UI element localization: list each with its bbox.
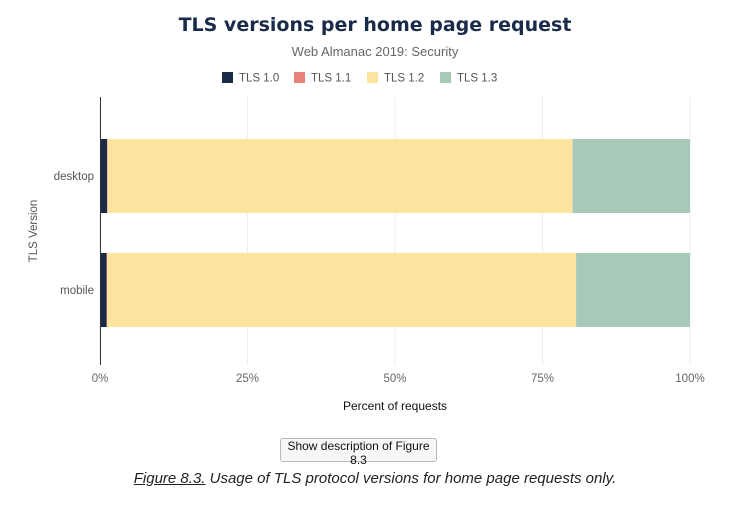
bar-desktop-tls11 <box>107 139 108 213</box>
bar-mobile-tls11 <box>106 253 108 327</box>
bar-mobile-tls12 <box>107 253 577 327</box>
x-tick-label: 25% <box>236 373 259 385</box>
legend-swatch-3 <box>367 72 378 83</box>
figure-link[interactable]: Figure 8.3. <box>133 470 206 487</box>
bar-desktop-tls13 <box>572 139 690 213</box>
legend-swatch-4 <box>440 72 451 83</box>
x-tick-label: 75% <box>531 373 554 385</box>
bar-desktop-tls10 <box>100 139 108 213</box>
show-description-button[interactable]: Show description of Figure 8.3 <box>280 438 437 467</box>
caption-text: Usage of TLS protocol versions for home … <box>205 470 617 487</box>
bar-mobile-tls13 <box>576 253 690 327</box>
y-tick-label: desktop <box>54 171 94 183</box>
y-axis-title: TLS Version <box>28 200 40 263</box>
figure-caption: Figure 8.3. Usage of TLS protocol versio… <box>0 470 750 487</box>
chart-title: TLS versions per home page request <box>178 14 572 36</box>
y-tick-label: mobile <box>60 285 94 297</box>
stacked-bar-chart: TLS 1.0 TLS 1.1 TLS 1.2 TLS 1.3 0% 25% 50% 75% 1… <box>28 72 705 413</box>
bar-desktop-tls12 <box>107 139 573 213</box>
x-tick-label: 0% <box>92 373 109 385</box>
legend-swatch-1 <box>222 72 233 83</box>
legend-label-4: TLS 1.3 <box>457 73 497 85</box>
bar-mobile-tls10 <box>100 253 107 327</box>
legend-label-2: TLS 1.1 <box>311 73 351 85</box>
x-tick-label: 50% <box>383 373 406 385</box>
legend-label-3: TLS 1.2 <box>384 73 424 85</box>
legend-swatch-2 <box>294 72 305 83</box>
legend-label-1: TLS 1.0 <box>239 73 279 85</box>
x-tick-label: 100% <box>675 373 704 385</box>
x-axis-title: Percent of requests <box>343 399 447 413</box>
chart-subtitle: Web Almanac 2019: Security <box>291 44 459 59</box>
